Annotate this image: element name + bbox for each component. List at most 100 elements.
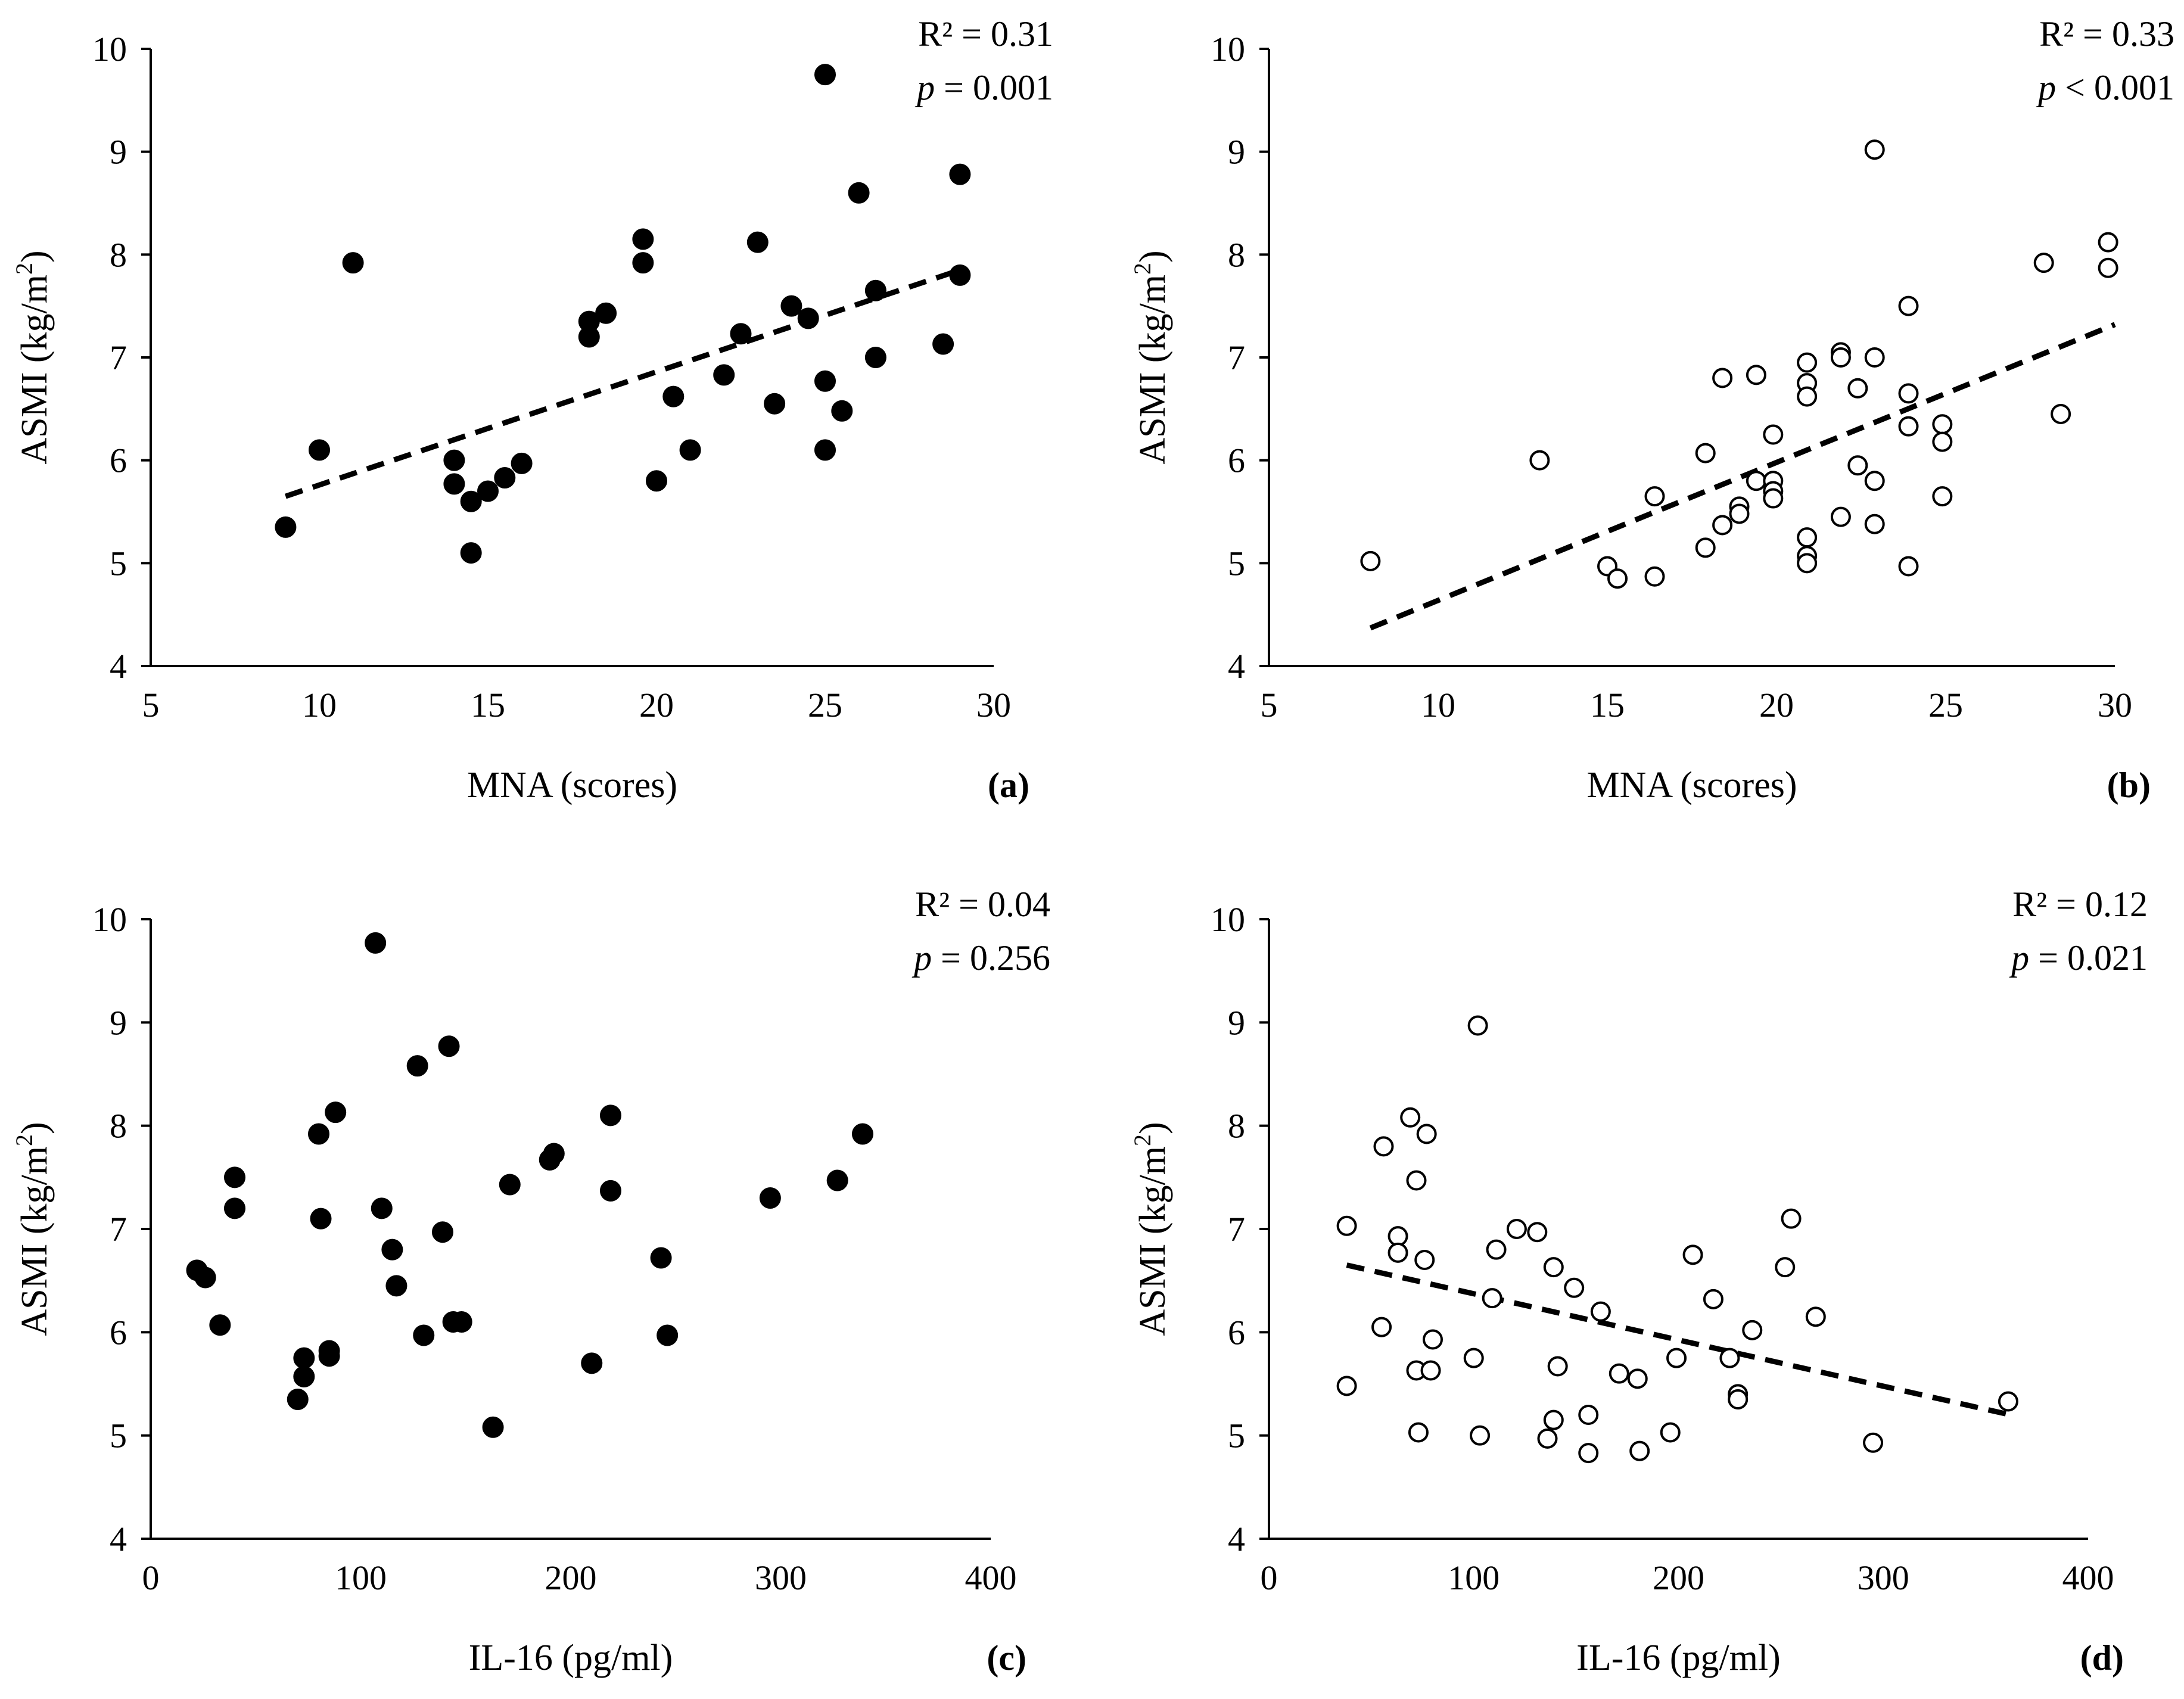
- panel-label: (a): [988, 766, 1029, 805]
- data-point: [1847, 378, 1868, 399]
- data-point: [1543, 1409, 1564, 1430]
- data-point: [1420, 1360, 1441, 1381]
- x-axis-label: MNA (scores): [467, 765, 677, 805]
- data-point: [949, 163, 971, 185]
- data-point: [460, 490, 482, 512]
- data-point: [1564, 1277, 1585, 1298]
- data-point: [746, 231, 769, 253]
- data-point: [482, 1416, 504, 1438]
- data-point: [1543, 1257, 1564, 1278]
- data-point: [1805, 1306, 1826, 1327]
- p-value-symbol: p: [2036, 68, 2056, 107]
- data-point: [2098, 257, 2118, 278]
- data-point: [2033, 253, 2054, 273]
- data-point: [1416, 1124, 1437, 1144]
- data-point: [318, 1345, 340, 1367]
- data-point: [1470, 1425, 1491, 1446]
- y-tick-label: 5: [110, 1417, 127, 1455]
- y-tick-label: 10: [1211, 900, 1245, 939]
- data-point: [1644, 486, 1665, 507]
- data-point: [511, 452, 533, 474]
- data-point: [632, 252, 654, 274]
- y-tick-label: 9: [1228, 1003, 1245, 1042]
- data-point: [814, 370, 836, 392]
- x-tick-label: 300: [755, 1558, 807, 1597]
- r-squared-annotation: R² = 0.33: [2039, 14, 2174, 54]
- y-tick-label: 10: [1211, 30, 1245, 69]
- data-point: [1898, 295, 1919, 316]
- data-point: [1847, 455, 1868, 476]
- p-value-annotation: p = 0.256: [911, 938, 1050, 978]
- x-tick-label: 30: [976, 686, 1011, 724]
- data-point: [1463, 1348, 1484, 1368]
- y-axis-label-tail: ): [14, 250, 55, 263]
- data-point: [371, 1197, 393, 1219]
- y-tick-label: 7: [110, 338, 127, 377]
- r-squared-annotation: R² = 0.31: [918, 14, 1053, 54]
- p-value-symbol: p: [2009, 938, 2029, 978]
- y-tick-label: 10: [92, 900, 127, 939]
- data-point: [431, 1221, 453, 1243]
- data-point: [730, 323, 752, 345]
- data-point: [864, 279, 886, 301]
- data-point: [1797, 553, 1818, 574]
- y-tick-label: 8: [110, 1107, 127, 1146]
- data-point: [1864, 139, 1885, 160]
- data-point: [1547, 1356, 1568, 1377]
- data-point: [759, 1187, 781, 1209]
- data-point: [1763, 488, 1784, 509]
- y-axis-label-superscript: 2: [1129, 1134, 1156, 1146]
- data-point: [1797, 527, 1818, 548]
- data-point: [1898, 416, 1919, 437]
- data-point: [1864, 471, 1885, 491]
- data-point: [1682, 1244, 1703, 1265]
- y-tick-label: 4: [110, 647, 127, 686]
- x-tick-label: 100: [1448, 1558, 1499, 1597]
- data-point: [342, 252, 364, 274]
- trend-line: [1346, 1262, 2011, 1418]
- data-point: [662, 385, 685, 407]
- x-tick-label: 15: [471, 686, 505, 724]
- x-tick-label: 200: [545, 1558, 597, 1597]
- data-point: [1695, 537, 1716, 558]
- y-tick-label: 5: [110, 544, 127, 583]
- y-axis-label-main: ASMI (kg/m: [14, 1146, 55, 1336]
- data-point: [1578, 1443, 1599, 1464]
- data-point: [1423, 1329, 1443, 1350]
- data-point: [679, 439, 701, 461]
- x-tick-label: 10: [1421, 686, 1455, 724]
- p-value-symbol: p: [911, 938, 932, 978]
- data-point: [1360, 550, 1381, 571]
- y-tick-label: 5: [1228, 1417, 1245, 1455]
- data-point: [1695, 443, 1716, 463]
- data-point: [949, 264, 971, 286]
- x-tick-label: 10: [302, 686, 337, 724]
- x-axis-label: IL-16 (pg/ml): [1576, 1638, 1781, 1678]
- data-point: [1932, 414, 1953, 435]
- data-point: [831, 400, 853, 422]
- data-point: [578, 326, 600, 348]
- y-tick-label: 7: [110, 1210, 127, 1249]
- y-axis-label: ASMI (kg/m2): [1129, 1122, 1173, 1336]
- y-tick-label: 8: [1228, 235, 1245, 274]
- data-point: [599, 1180, 621, 1202]
- x-tick-label: 25: [1928, 686, 1963, 724]
- data-point: [1830, 506, 1851, 527]
- data-point: [1781, 1208, 1802, 1229]
- data-point: [1797, 386, 1818, 407]
- y-tick-label: 8: [110, 235, 127, 274]
- x-tick-label: 0: [142, 1558, 160, 1597]
- y-tick-label: 4: [110, 1520, 127, 1558]
- y-axis-label-tail: ): [1133, 250, 1173, 263]
- data-point: [851, 1123, 873, 1145]
- data-point: [1898, 383, 1919, 404]
- y-axis-label-main: ASMI (kg/m: [1133, 1146, 1173, 1336]
- data-point: [325, 1101, 347, 1124]
- data-point: [385, 1275, 407, 1297]
- p-value-annotation: p = 0.001: [914, 68, 1053, 107]
- y-tick-label: 10: [92, 30, 127, 69]
- y-tick-label: 5: [1228, 544, 1245, 583]
